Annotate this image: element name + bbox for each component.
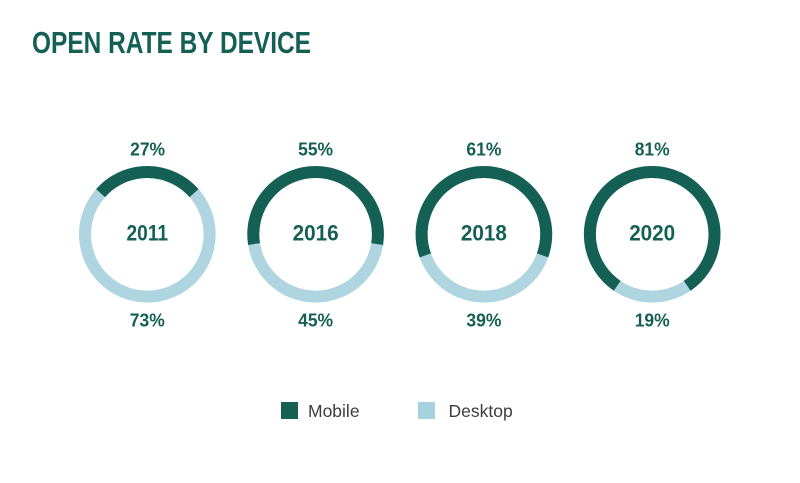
svg-text:Mobile: Mobile xyxy=(308,401,360,421)
svg-text:45%: 45% xyxy=(298,310,333,331)
svg-text:2018: 2018 xyxy=(461,221,507,246)
svg-text:27%: 27% xyxy=(130,139,165,159)
svg-text:81%: 81% xyxy=(635,139,670,159)
svg-text:2011: 2011 xyxy=(127,221,169,246)
svg-text:2020: 2020 xyxy=(629,221,675,246)
svg-text:2016: 2016 xyxy=(293,221,339,246)
svg-text:Desktop: Desktop xyxy=(449,401,513,421)
svg-text:19%: 19% xyxy=(635,310,670,331)
svg-text:73%: 73% xyxy=(130,310,165,331)
svg-text:OPEN RATE BY DEVICE: OPEN RATE BY DEVICE xyxy=(32,26,311,60)
svg-text:55%: 55% xyxy=(298,139,333,159)
svg-text:61%: 61% xyxy=(466,139,501,159)
svg-text:39%: 39% xyxy=(466,310,501,331)
